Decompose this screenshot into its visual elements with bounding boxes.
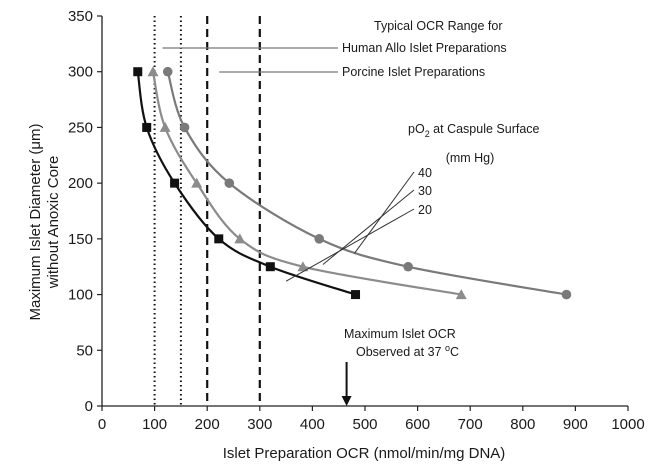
x-tick-label-100: 100 xyxy=(142,416,167,433)
series-20-point-5 xyxy=(265,262,275,272)
po2-leader-40 xyxy=(354,171,415,254)
max-ocr-arrow-head xyxy=(341,396,352,406)
ocr-range-heading: Typical OCR Range for xyxy=(374,19,503,33)
series-40-point-1 xyxy=(162,66,173,77)
max-ocr-prefix: Observed at 37 xyxy=(356,345,445,359)
max-ocr-label-line2: Observed at 37 oC xyxy=(356,343,459,359)
series-40-point-6 xyxy=(561,289,572,300)
porcine-range-label: Porcine Islet Preparations xyxy=(342,65,485,79)
x-tick-label-600: 600 xyxy=(405,416,430,433)
axes: 0 50 100 150 200 250 300 350 0 100 200 300 400 500 600… xyxy=(68,8,645,433)
max-ocr-unit: C xyxy=(450,345,459,359)
series-20-point-6 xyxy=(351,290,361,300)
po2-level-40: 40 xyxy=(418,166,432,180)
y-tick-label-200: 200 xyxy=(68,175,93,192)
po2-level-20: 20 xyxy=(418,203,432,217)
po2-suffix: at Caspule Surface xyxy=(430,122,540,136)
po2-subscript: 2 xyxy=(425,129,430,139)
x-tick-label-400: 400 xyxy=(300,416,325,433)
series-20-point-3 xyxy=(170,178,180,188)
series-30-point-2 xyxy=(159,121,171,132)
x-tick-label-800: 800 xyxy=(510,416,535,433)
series-30-point-5 xyxy=(297,261,309,272)
x-tick-label-300: 300 xyxy=(247,416,272,433)
x-tick-label-0: 0 xyxy=(98,416,106,433)
series-40-point-5 xyxy=(403,261,413,272)
y-tick-label-350: 350 xyxy=(68,8,93,25)
po2-leader-30 xyxy=(322,189,415,265)
series-30-point-6 xyxy=(455,289,467,300)
max-ocr-label-line1: Maximum Islet OCR xyxy=(344,327,456,341)
y-tick-label-150: 150 xyxy=(68,231,93,248)
series-20-point-4 xyxy=(214,234,224,244)
plot-area xyxy=(133,16,572,406)
x-tick-label-200: 200 xyxy=(195,416,220,433)
y-tick-label-0: 0 xyxy=(85,398,93,415)
x-tick-label-700: 700 xyxy=(458,416,483,433)
series-30-point-4 xyxy=(234,233,246,244)
po2-legend-title: pO2 at Caspule Surface xyxy=(408,122,540,139)
y-axis-title-line2: without Anoxic Core xyxy=(45,156,62,290)
max-ocr-degree: o xyxy=(445,343,450,353)
y-tick-label-250: 250 xyxy=(68,119,93,136)
y-tick-label-50: 50 xyxy=(76,342,93,359)
y-tick-label-300: 300 xyxy=(68,64,93,81)
series-30-point-1 xyxy=(147,66,159,77)
x-tick-label-500: 500 xyxy=(352,416,377,433)
x-tick-label-900: 900 xyxy=(563,416,588,433)
series-30-point-3 xyxy=(191,177,203,188)
y-axis-title-line1: Maximum Islet Diameter (μm) xyxy=(27,124,44,321)
po2-level-30: 30 xyxy=(418,184,432,198)
x-axis-title: Islet Preparation OCR (nmol/min/mg DNA) xyxy=(223,445,506,462)
series-20-point-1 xyxy=(133,67,143,77)
series-40-point-3 xyxy=(224,178,235,188)
po2-legend-units: (mm Hg) xyxy=(446,151,495,165)
series-40-point-4 xyxy=(314,234,325,244)
series-20-point-2 xyxy=(142,122,152,132)
po2-leader-20 xyxy=(285,208,415,282)
x-tick-label-1000: 1000 xyxy=(611,416,644,433)
human-range-label: Human Allo Islet Preparations xyxy=(342,41,507,55)
series-40-point-2 xyxy=(179,122,190,133)
y-tick-label-100: 100 xyxy=(68,287,93,304)
po2-prefix: pO xyxy=(408,122,425,136)
